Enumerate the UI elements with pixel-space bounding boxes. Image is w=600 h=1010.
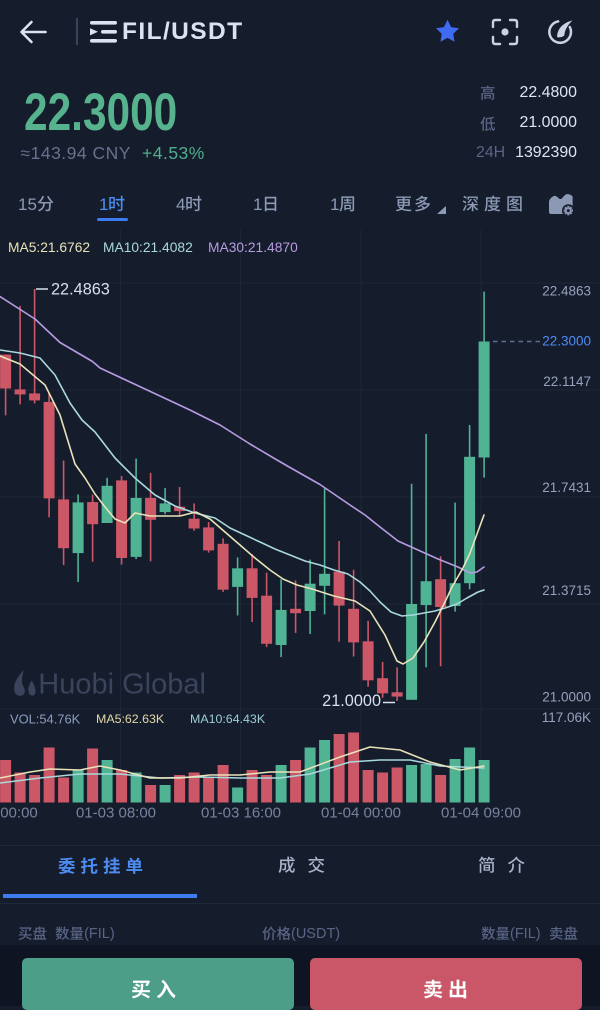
svg-text:21.3715: 21.3715: [542, 583, 591, 598]
svg-text:01-03 08:00: 01-03 08:00: [76, 805, 156, 822]
svg-text:22.4863: 22.4863: [51, 281, 110, 299]
svg-text:00:00: 00:00: [0, 805, 38, 822]
svg-text:MA30:21.4870: MA30:21.4870: [208, 240, 298, 255]
svg-text:21.7431: 21.7431: [542, 480, 591, 495]
svg-text:Huobi Global: Huobi Global: [38, 668, 206, 700]
svg-text:21.0000: 21.0000: [322, 692, 381, 710]
svg-text:22.3000: 22.3000: [542, 334, 591, 349]
svg-text:MA10:21.4082: MA10:21.4082: [103, 240, 193, 255]
svg-text:22.1147: 22.1147: [543, 374, 591, 389]
svg-text:01-04 09:00: 01-04 09:00: [441, 805, 521, 822]
svg-text:01-03 16:00: 01-03 16:00: [201, 805, 281, 822]
svg-text:MA5:21.6762: MA5:21.6762: [8, 240, 90, 255]
svg-text:21.0000: 21.0000: [542, 690, 591, 705]
svg-text:MA10:64.43K: MA10:64.43K: [190, 712, 266, 726]
svg-text:01-04 00:00: 01-04 00:00: [321, 805, 401, 822]
svg-text:VOL:54.76K: VOL:54.76K: [10, 711, 81, 726]
svg-text:MA5:62.63K: MA5:62.63K: [96, 712, 165, 726]
svg-text:22.4863: 22.4863: [542, 284, 591, 299]
svg-text:117.06K: 117.06K: [542, 710, 591, 725]
